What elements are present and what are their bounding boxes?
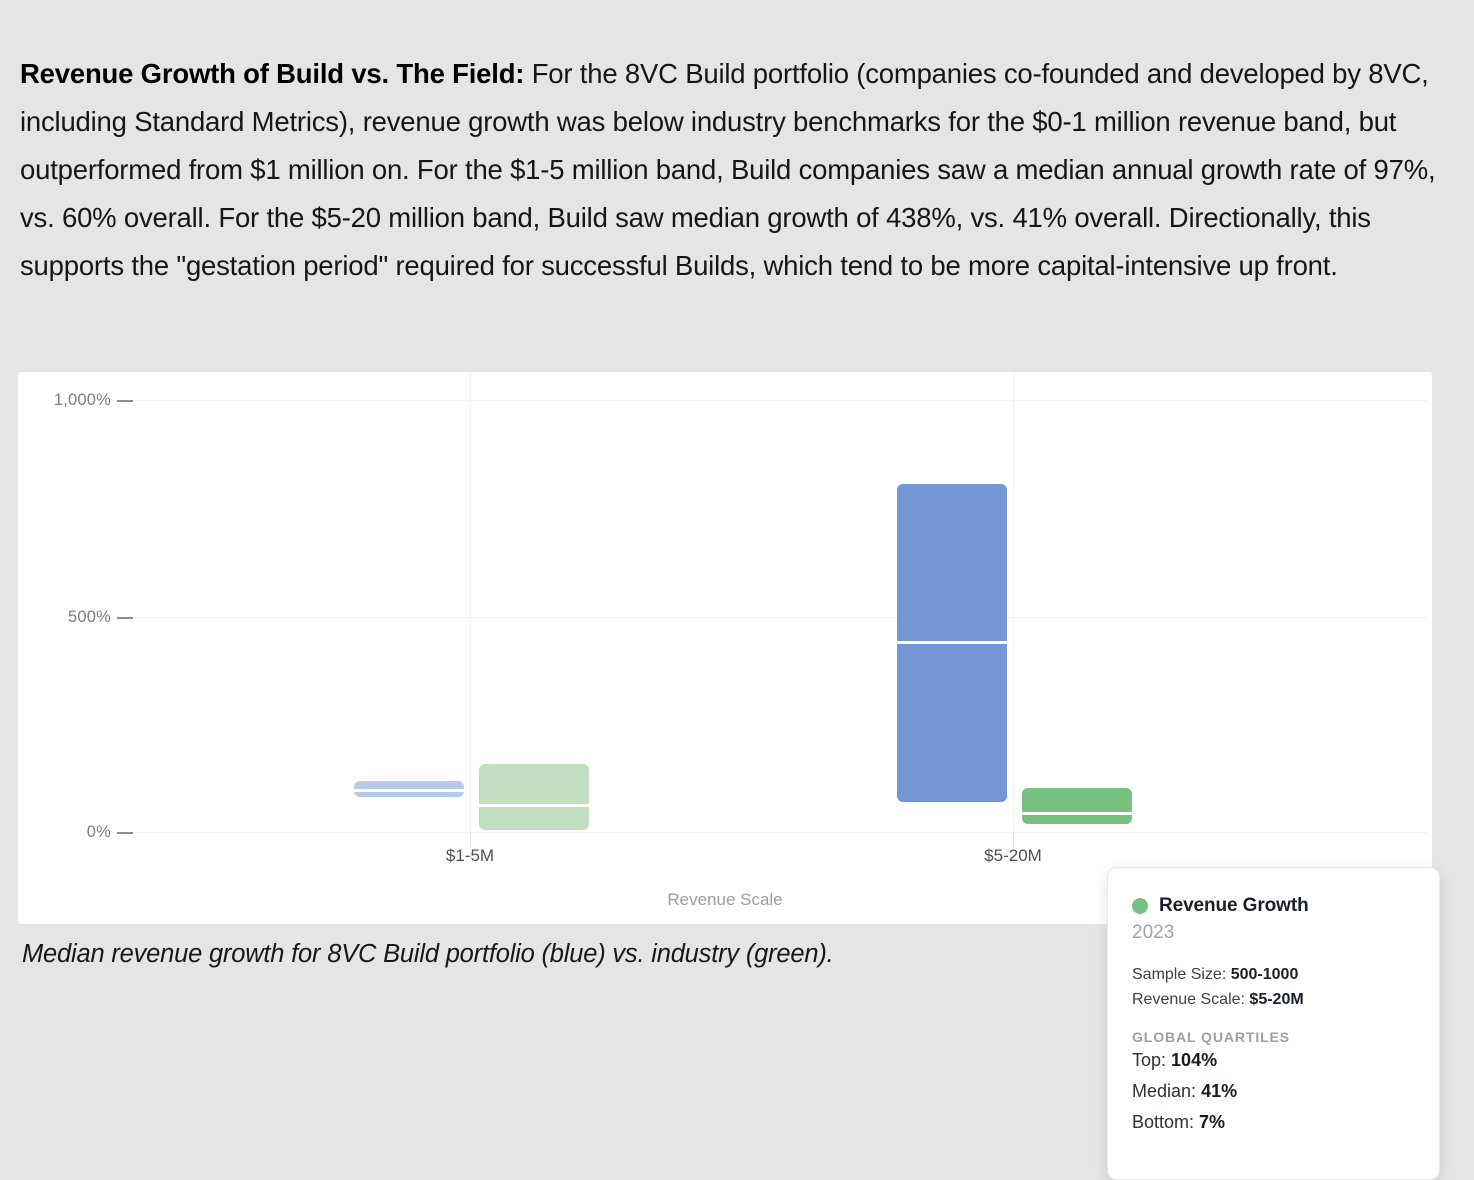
gridline-500 (135, 617, 1427, 618)
tooltip-revenue-scale-row: Revenue Scale: $5-20M (1132, 987, 1415, 1012)
bar-industry-5-20m[interactable] (1022, 788, 1132, 824)
ytick-dash-0 (117, 832, 133, 834)
chart-card: 1,000% 500% 0% $1-5M $5-20M Re (18, 372, 1440, 1180)
tooltip-top-value: 104% (1171, 1050, 1218, 1070)
narrative-paragraph: Revenue Growth of Build vs. The Field: F… (20, 50, 1440, 290)
tooltip-bottom-label: Bottom: (1132, 1112, 1195, 1132)
narrative-lead: Revenue Growth of Build vs. The Field: (20, 57, 525, 89)
figure-caption: Median revenue growth for 8VC Build port… (22, 940, 834, 968)
gridline-1000 (135, 400, 1427, 401)
narrative-body: For the 8VC Build portfolio (companies c… (20, 57, 1436, 281)
tooltip-series-name: Revenue Growth (1159, 895, 1309, 916)
ytick-dash-500 (117, 617, 133, 619)
tooltip-details: Sample Size: 500-1000 Revenue Scale: $5-… (1132, 962, 1415, 1012)
tooltip-median-row: Median: 41% (1132, 1076, 1415, 1107)
xtick-label-5-20m: $5-20M (984, 846, 1042, 865)
tooltip-bottom-value: 7% (1199, 1112, 1226, 1132)
gridline-0 (135, 832, 1427, 833)
bar-industry-1-5m[interactable] (479, 764, 589, 830)
ytick-label-1000: 1,000% (53, 391, 111, 409)
tooltip-sample-size-row: Sample Size: 500-1000 (1132, 962, 1415, 987)
chart-plot-area: 1,000% 500% 0% $1-5M $5-20M Re (18, 372, 1432, 924)
median-line-industry-1-5m (479, 804, 589, 807)
chart-tooltip: Revenue Growth 2023 Sample Size: 500-100… (1107, 867, 1440, 1180)
ytick-label-0: 0% (86, 823, 111, 841)
median-line-build-1-5m (354, 789, 464, 792)
x-axis-title: Revenue Scale (667, 890, 783, 909)
xtick-mark-2 (1013, 832, 1014, 846)
ytick-label-500: 500% (67, 608, 111, 626)
tooltip-sample-size-value: 500-1000 (1230, 966, 1299, 983)
tooltip-median-label: Median: (1132, 1081, 1197, 1101)
median-line-industry-5-20m (1022, 812, 1132, 815)
tooltip-top-label: Top: (1132, 1050, 1167, 1070)
tooltip-top-row: Top: 104% (1132, 1045, 1415, 1076)
median-line-build-5-20m (897, 641, 1007, 644)
category-separator-1 (470, 372, 471, 861)
tooltip-sample-size-label: Sample Size: (1132, 966, 1227, 983)
xtick-label-1-5m: $1-5M (445, 846, 495, 865)
xtick-mark-1 (470, 832, 471, 846)
tooltip-revenue-scale-label: Revenue Scale: (1132, 991, 1245, 1008)
tooltip-title-row: Revenue Growth (1132, 895, 1415, 917)
ytick-dash-1000 (117, 400, 133, 402)
category-separator-2 (1013, 372, 1014, 861)
tooltip-revenue-scale-value: $5-20M (1249, 991, 1304, 1008)
series-color-dot-icon (1132, 898, 1148, 914)
figure-page: Revenue Growth of Build vs. The Field: F… (18, 50, 1440, 1180)
tooltip-year: 2023 (1132, 922, 1175, 943)
tooltip-quartiles-heading: GLOBAL QUARTILES (1132, 1029, 1291, 1045)
tooltip-median-value: 41% (1201, 1081, 1238, 1101)
tooltip-bottom-row: Bottom: 7% (1132, 1107, 1415, 1138)
